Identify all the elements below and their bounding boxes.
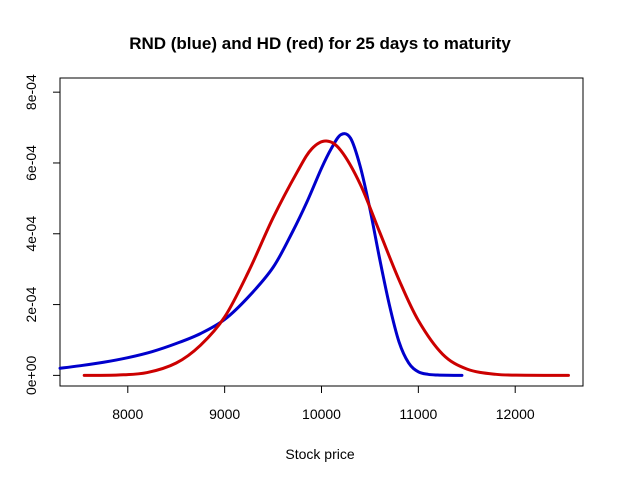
chart-title: RND (blue) and HD (red) for 25 days to m… [129,34,511,53]
x-tick-label: 9000 [209,406,240,422]
y-tick-label: 0e+00 [23,356,39,396]
y-axis: 0e+00 2e-04 4e-04 6e-04 8e-04 [23,74,60,395]
y-tick-label: 8e-04 [23,74,39,110]
x-tick-label: 10000 [302,406,341,422]
x-tick-label: 12000 [496,406,535,422]
x-axis: 8000 9000 10000 11000 12000 [112,386,535,422]
y-tick-label: 6e-04 [23,145,39,181]
hd-density-line [82,139,570,377]
rnd-density-line [58,132,464,377]
plot-frame [59,77,584,387]
y-tick-label: 4e-04 [23,216,39,252]
x-tick-label: 11000 [399,406,437,422]
series-layer [58,132,570,377]
x-axis-label: Stock price [285,446,354,462]
x-tick-label: 8000 [112,406,143,422]
y-tick-label: 2e-04 [23,286,39,322]
